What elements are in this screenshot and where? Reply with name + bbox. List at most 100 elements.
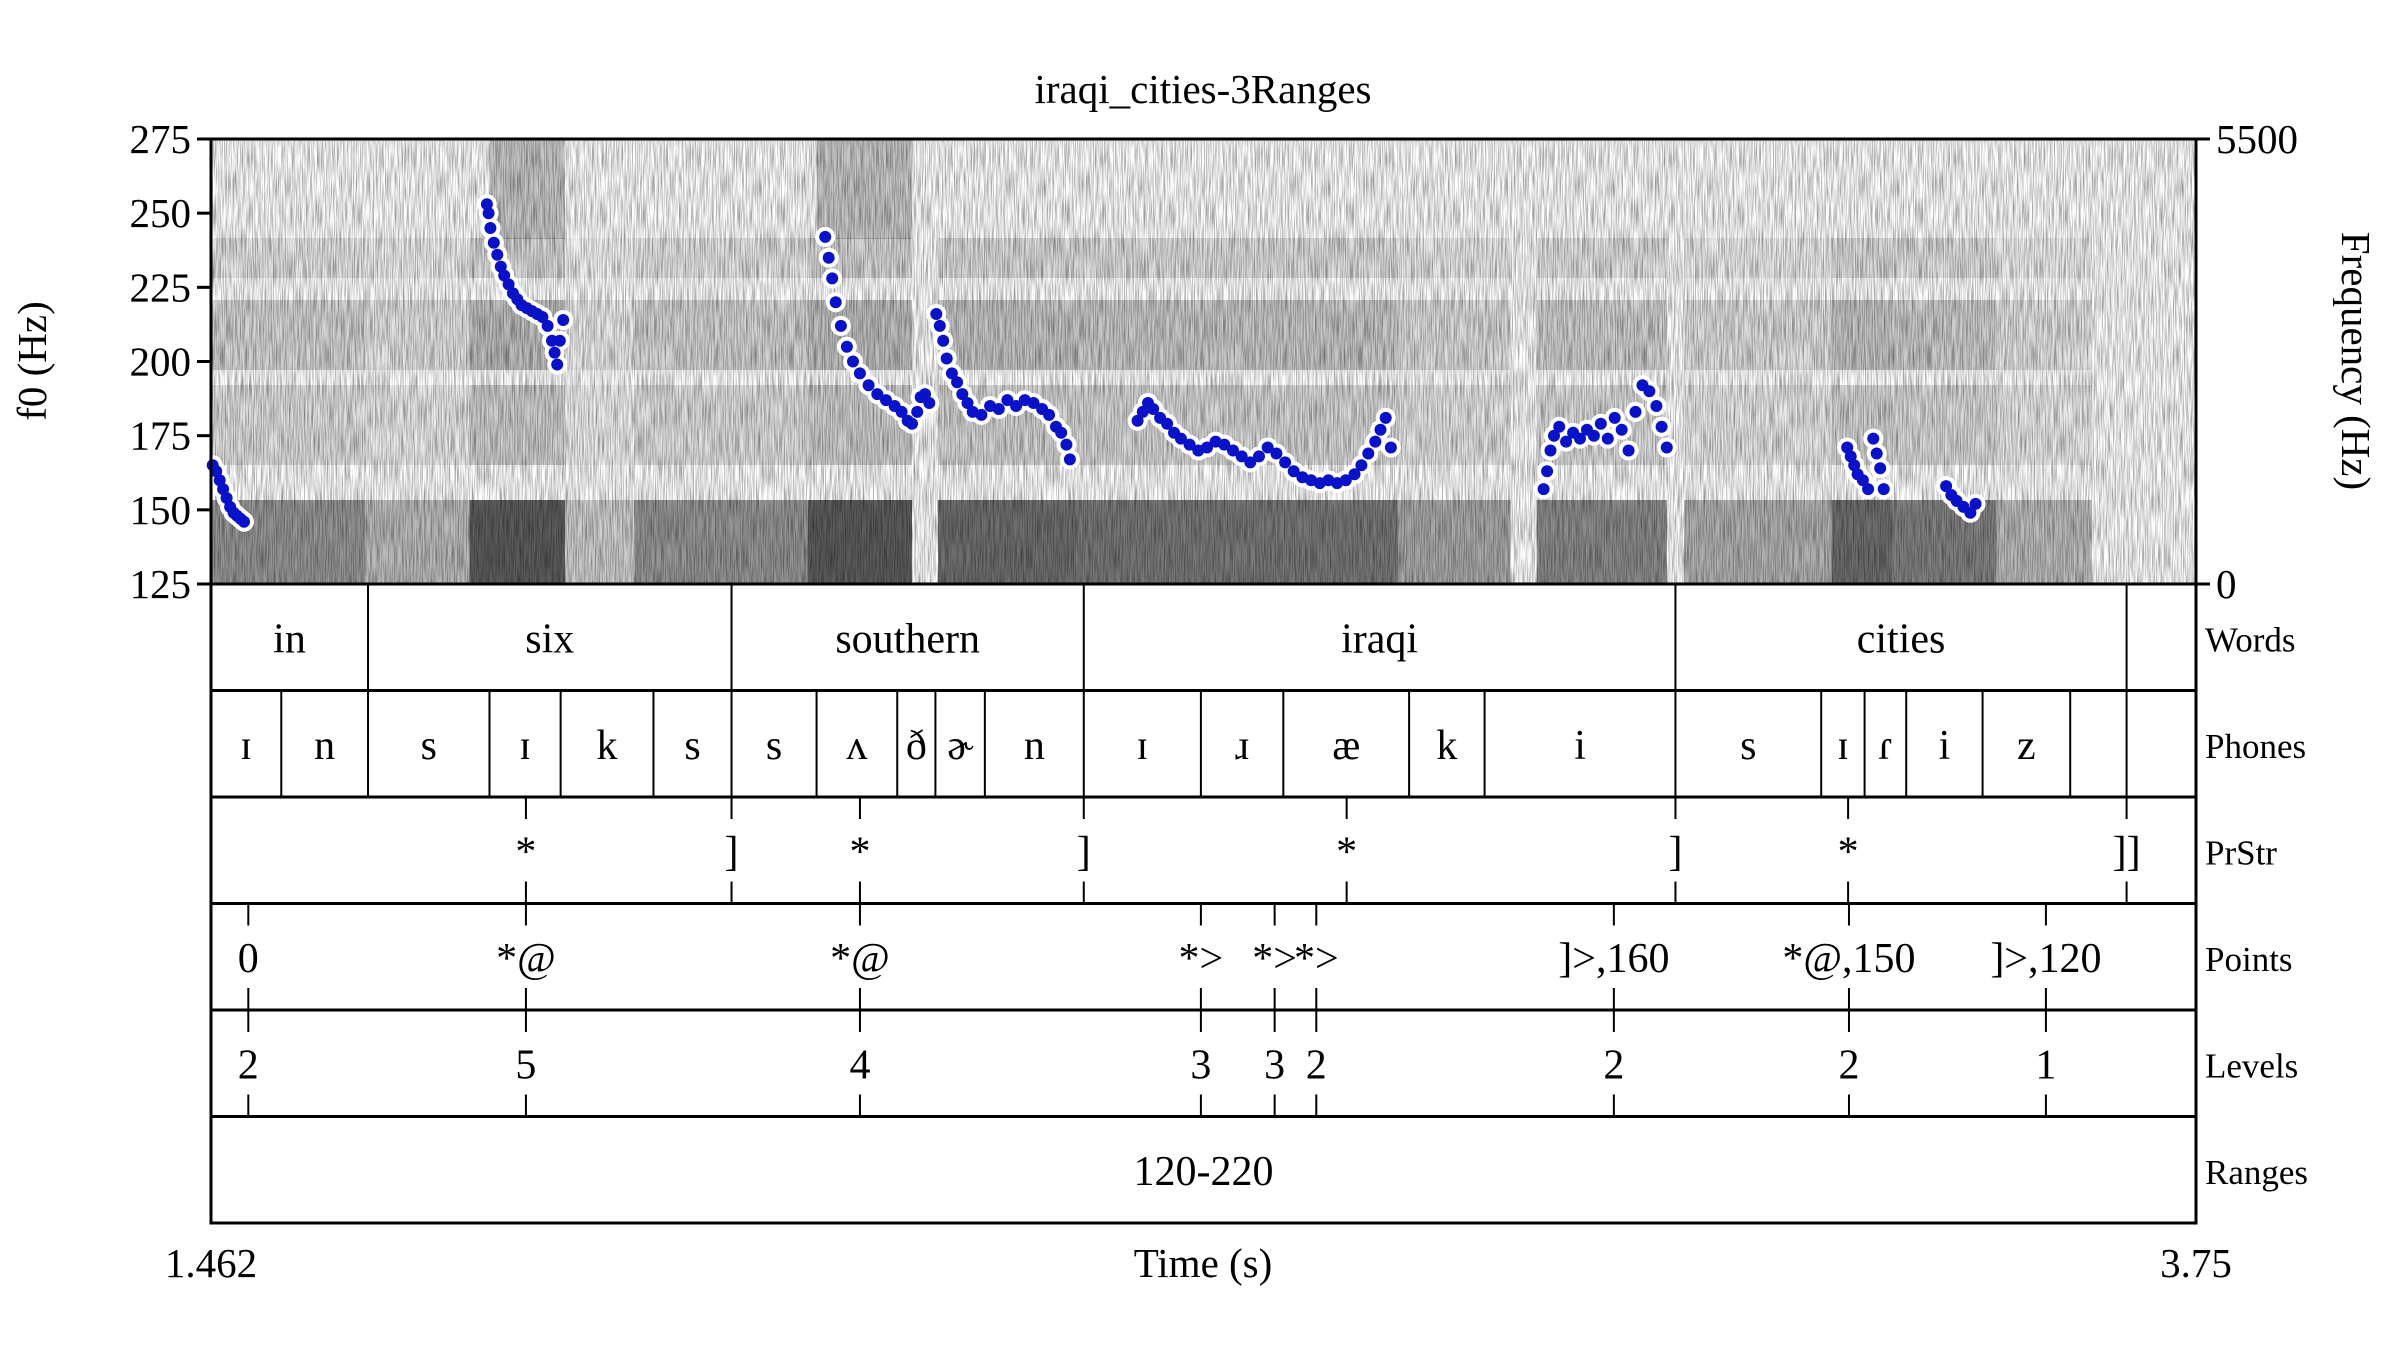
point-label: *@ (830, 936, 890, 982)
f0-point (498, 269, 511, 282)
point-label: 3 (1264, 1042, 1285, 1088)
y-tick-label-right: 0 (2216, 561, 2237, 607)
point-label: 2 (1838, 1042, 1859, 1088)
interval-label: s (421, 723, 437, 769)
f0-point (951, 376, 964, 389)
point-label: *> (1252, 936, 1297, 982)
f0-point (992, 403, 1005, 415)
f0-point (1541, 465, 1554, 478)
f0-point (553, 334, 566, 347)
f0-point (1279, 456, 1292, 469)
f0-point (1270, 447, 1283, 460)
y-tick-label-left: 225 (130, 264, 192, 310)
f0-point (1131, 414, 1144, 427)
f0-point (919, 388, 931, 401)
f0-point (1362, 447, 1375, 460)
f0-point (1063, 453, 1076, 466)
f0-point (880, 394, 892, 407)
f0-point (1369, 435, 1382, 448)
f0-point (940, 352, 953, 365)
f0-points-layer (206, 198, 1982, 528)
f0-point (1655, 420, 1668, 433)
f0-point (956, 388, 969, 401)
f0-point (862, 379, 875, 392)
interval-label: ɹ (1235, 723, 1249, 769)
interval-label: k (597, 723, 618, 769)
f0-point (1856, 474, 1869, 487)
x-axis-label: Time (s) (1134, 1240, 1273, 1286)
f0-point (1060, 438, 1073, 451)
interval-label: k (1436, 723, 1457, 769)
interval-label: six (525, 616, 574, 662)
f0-point (1183, 438, 1196, 451)
f0-point (482, 207, 495, 220)
f0-point (1560, 435, 1573, 448)
point-label: * (515, 829, 536, 875)
f0-point (933, 319, 946, 332)
f0-point (1174, 432, 1187, 445)
f0-point (1374, 423, 1387, 436)
point-label: ] (1668, 829, 1682, 875)
y-tick-label-right: 5500 (2216, 116, 2298, 162)
left-axis: 125 150 175 200 225 250 275 (130, 116, 211, 607)
y-axis-label-left: f0 (Hz) (9, 301, 55, 421)
y-tick-label-left: 200 (130, 339, 192, 385)
f0-point (536, 311, 549, 323)
point-label: ]>,120 (1990, 936, 2101, 982)
f0-point (834, 319, 847, 332)
chart-title: iraqi_cities-3Ranges (1034, 66, 1371, 112)
point-label: ] (1077, 829, 1091, 875)
interval-label: southern (835, 616, 980, 662)
f0-point (502, 278, 515, 291)
point-label: 2 (238, 1042, 259, 1088)
f0-point (1877, 483, 1890, 496)
interval-label: s (684, 723, 700, 769)
f0-point (1201, 441, 1213, 454)
f0-point (1339, 474, 1352, 487)
f0-point (480, 198, 493, 211)
f0-point (871, 388, 884, 401)
f0-point (1874, 462, 1887, 475)
interval-label: ɪ (1837, 723, 1849, 769)
point-label: *> (1179, 936, 1224, 982)
f0-point (1867, 432, 1880, 445)
f0-point (551, 358, 564, 371)
f0-point (1218, 438, 1231, 451)
y-tick-label-left: 175 (130, 413, 192, 459)
f0-point (1574, 432, 1586, 445)
f0-point (548, 346, 561, 359)
point-label: 0 (238, 936, 259, 982)
f0-point (541, 319, 554, 332)
f0-point (895, 405, 908, 418)
y-axis-label-right: Frequency (Hz) (2333, 232, 2379, 490)
f0-point (1001, 394, 1014, 407)
f0-point (1010, 400, 1023, 412)
interval-label: n (314, 723, 335, 769)
tier-name-phones: Phones (2205, 727, 2306, 766)
x-tick-start: 1.462 (165, 1240, 257, 1286)
point-label: 2 (1603, 1042, 1624, 1088)
interval-label: cities (1857, 616, 1946, 662)
f0-point (923, 397, 936, 409)
f0-point (1287, 465, 1300, 478)
y-tick-label-left: 250 (130, 190, 192, 236)
point-label: * (1838, 829, 1859, 875)
spectrogram (211, 139, 2196, 584)
interval-label: 120-220 (1134, 1149, 1274, 1195)
f0-point (822, 251, 835, 264)
interval-label: ɚ (947, 723, 974, 769)
f0-point (911, 405, 924, 418)
f0-point (840, 340, 853, 353)
f0-point (1650, 400, 1663, 412)
f0-point (1227, 444, 1239, 457)
point-label: 5 (515, 1042, 536, 1088)
point-label: ]] (2113, 829, 2141, 875)
f0-point (1553, 420, 1566, 433)
f0-point (1027, 397, 1040, 409)
f0-point (1261, 441, 1274, 454)
right-axis: 0 5500 (2196, 116, 2298, 607)
point-label: 2 (1306, 1042, 1327, 1088)
f0-point (1643, 385, 1656, 398)
tier-contents: in six southern iraqi cities ɪ n s ɪ k s s ʌ ð ɚ n ɪ ɹ æ k i… (238, 616, 2141, 1195)
f0-point (906, 417, 918, 430)
